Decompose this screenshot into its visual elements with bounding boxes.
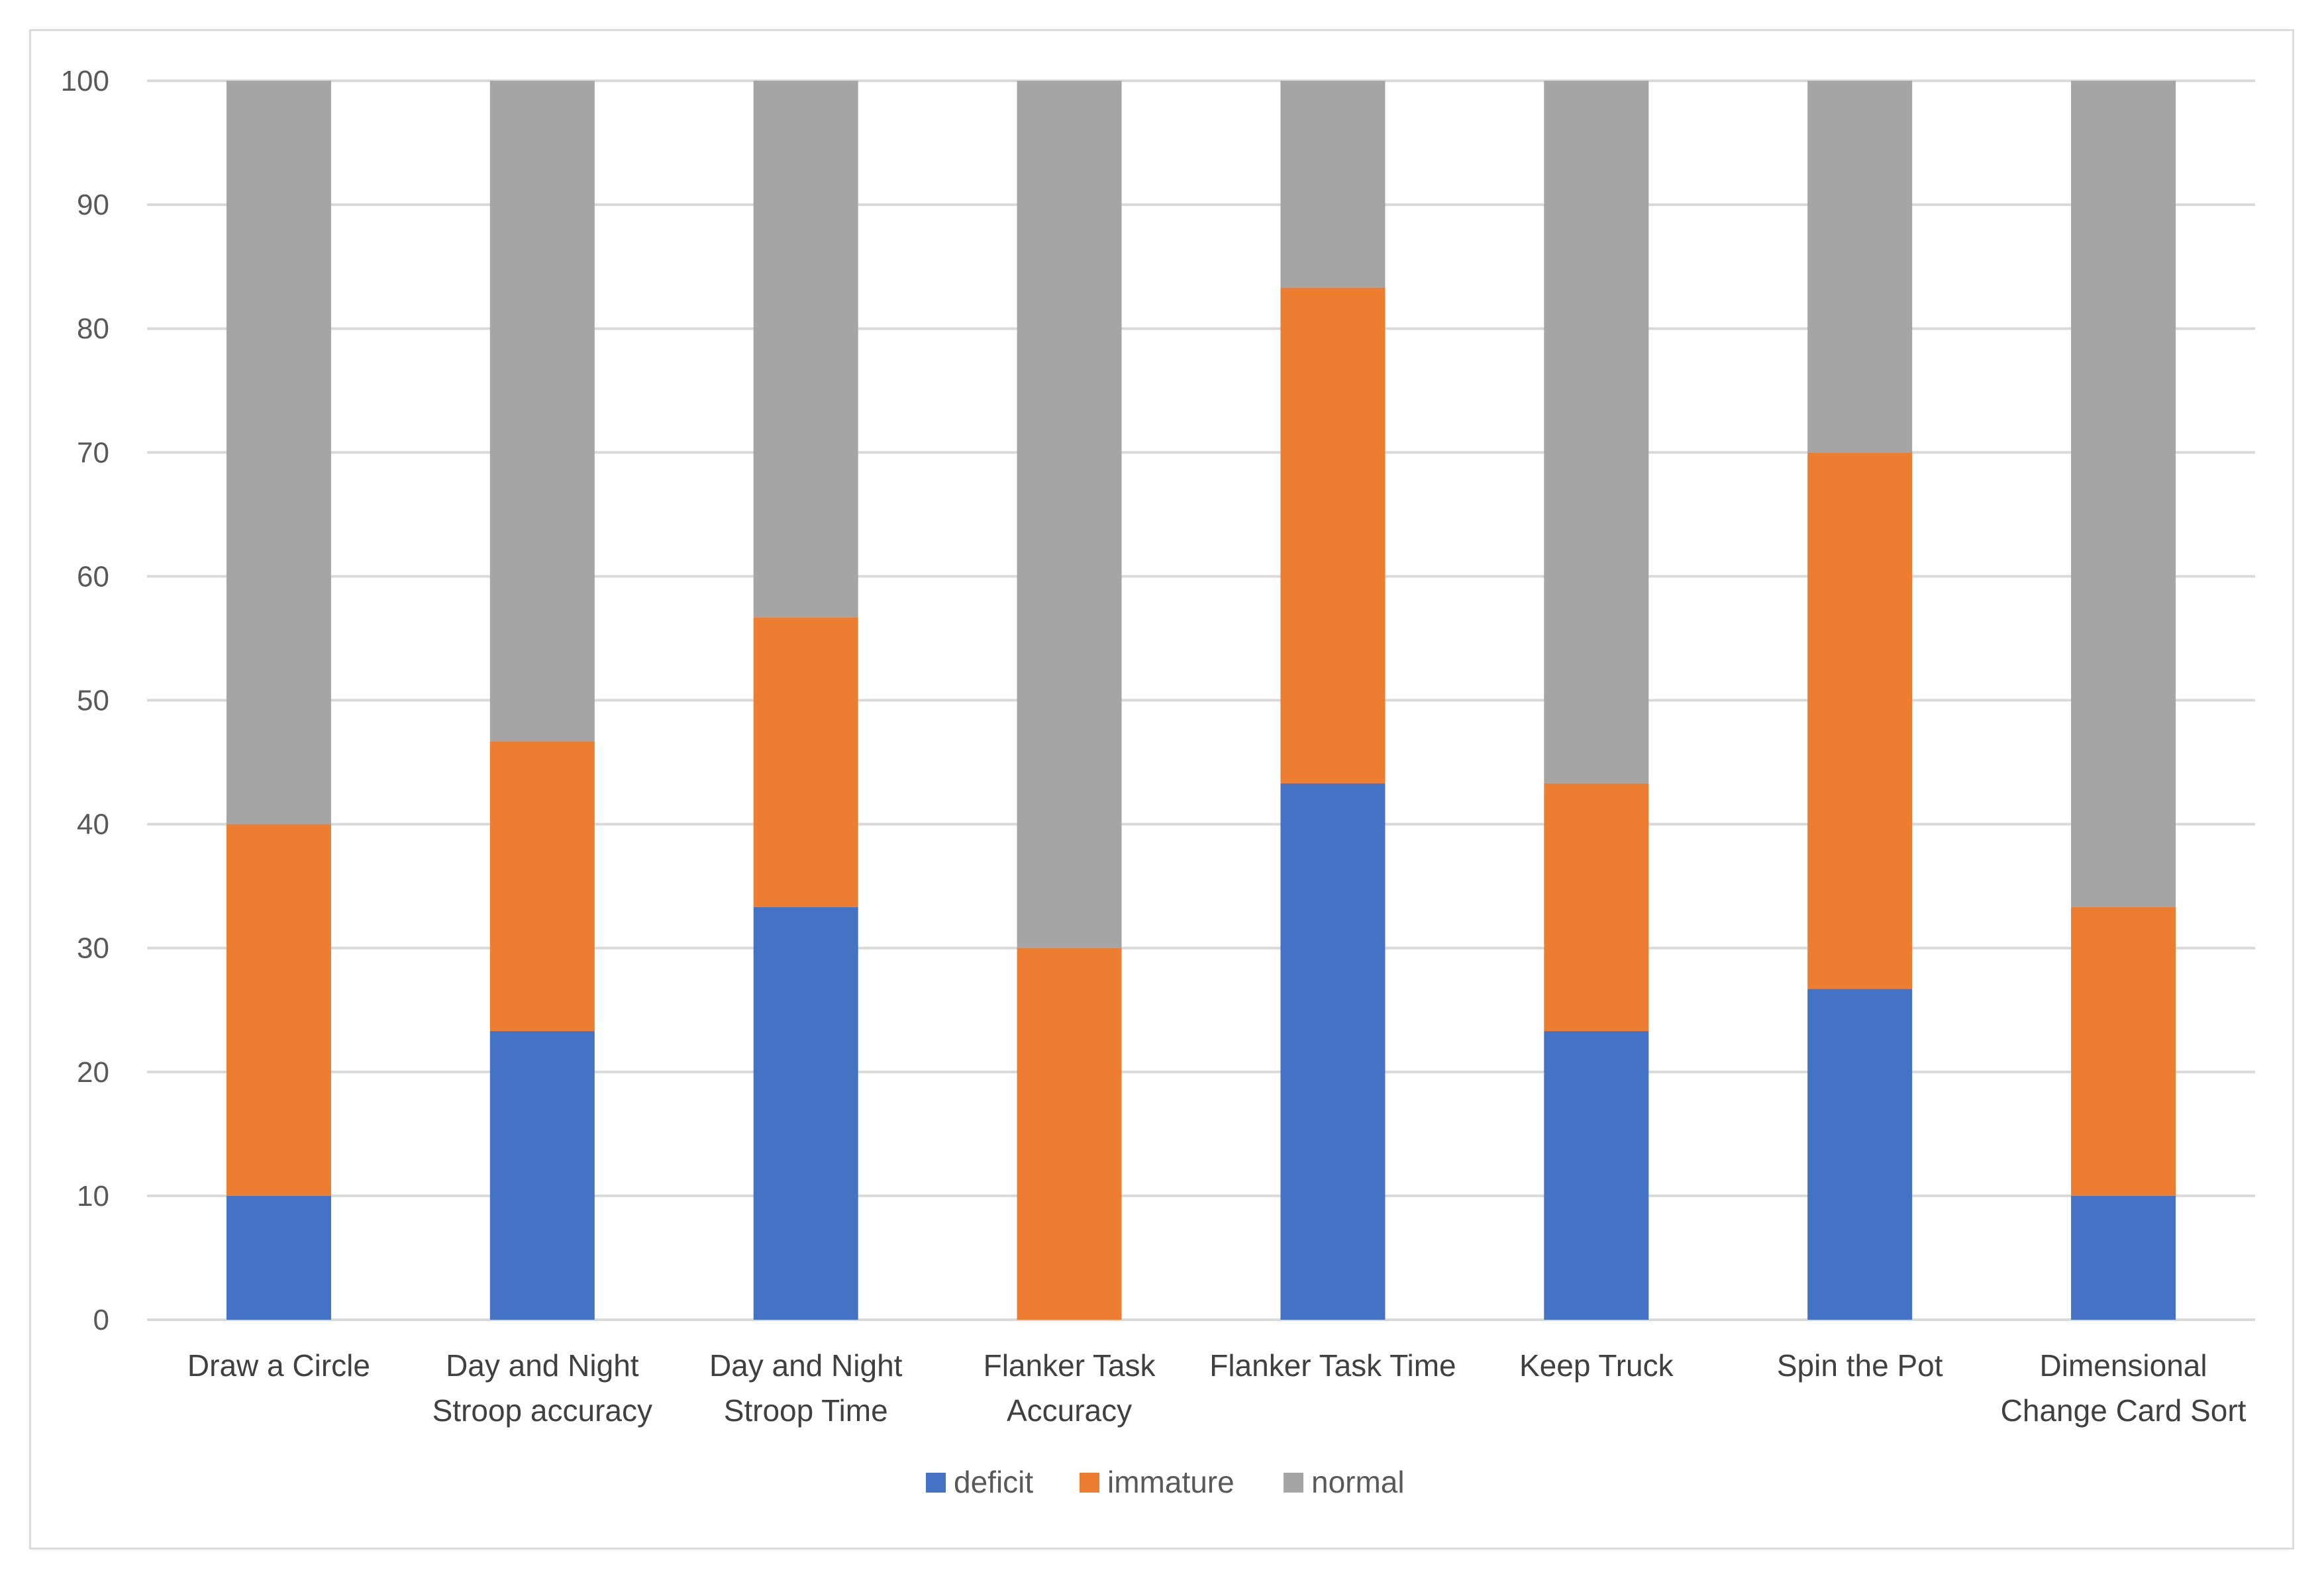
y-tick-label-40: 40 (77, 809, 109, 841)
gridlines (147, 79, 2255, 1321)
legend-swatch-normal (1284, 1473, 1303, 1493)
legend-label-deficit: deficit (954, 1465, 1033, 1499)
y-tick-label-50: 50 (77, 685, 109, 717)
y-tick-label-30: 30 (77, 932, 109, 965)
chart-frame (29, 29, 2294, 1550)
bar-normal-7 (2071, 81, 2176, 907)
bar-immature-5 (1544, 783, 1649, 1032)
bar-normal-2 (753, 81, 858, 618)
y-axis-tick-labels: 0 10 20 30 40 50 60 70 80 90 100 (61, 65, 109, 1336)
bar-immature-4 (1280, 287, 1386, 783)
x-category-label-3-0: Flanker Task (984, 1348, 1156, 1383)
bars (226, 81, 2176, 1320)
bar-normal-0 (226, 81, 331, 824)
x-category-label-2-1: Stroop Time (724, 1393, 888, 1428)
x-category-label-0-0: Draw a Circle (187, 1348, 370, 1383)
bar-normal-1 (489, 81, 595, 742)
x-axis-category-labels: Draw a Circle Day and Night Stroop accurac… (187, 1348, 2247, 1428)
bar-deficit-6 (1807, 989, 1913, 1320)
legend: deficit immature normal (926, 1465, 1405, 1499)
legend-swatch-deficit (926, 1473, 946, 1493)
bar-immature-3 (1017, 948, 1122, 1320)
x-category-label-5-0: Keep Truck (1519, 1348, 1674, 1383)
bar-normal-4 (1280, 81, 1386, 288)
x-category-label-7-0: Dimensional (2040, 1348, 2207, 1383)
bar-deficit-5 (1544, 1031, 1649, 1320)
bar-deficit-2 (753, 907, 858, 1320)
bar-deficit-1 (489, 1031, 595, 1320)
x-category-label-2-0: Day and Night (709, 1348, 903, 1383)
y-tick-label-60: 60 (77, 560, 109, 593)
y-tick-label-70: 70 (77, 436, 109, 469)
bar-immature-7 (2071, 907, 2176, 1196)
x-category-label-4-0: Flanker Task Time (1209, 1348, 1456, 1383)
x-category-label-6-0: Spin the Pot (1777, 1348, 1943, 1383)
bar-immature-6 (1807, 452, 1913, 989)
bar-immature-2 (753, 617, 858, 907)
bar-deficit-4 (1280, 783, 1386, 1320)
y-tick-label-90: 90 (77, 189, 109, 221)
x-category-label-3-1: Accuracy (1007, 1393, 1132, 1428)
bar-normal-3 (1017, 81, 1122, 948)
bar-immature-1 (489, 741, 595, 1032)
y-tick-label-80: 80 (77, 313, 109, 345)
y-tick-label-20: 20 (77, 1056, 109, 1089)
x-category-label-1-1: Stroop accuracy (432, 1393, 652, 1428)
x-category-label-1-0: Day and Night (446, 1348, 639, 1383)
y-tick-label-100: 100 (61, 65, 109, 97)
legend-label-normal: normal (1311, 1465, 1405, 1499)
y-tick-label-10: 10 (77, 1180, 109, 1212)
legend-swatch-immature (1080, 1473, 1099, 1493)
legend-label-immature: immature (1107, 1465, 1235, 1499)
y-tick-label-0: 0 (93, 1304, 109, 1336)
x-category-label-7-1: Change Card Sort (2001, 1393, 2247, 1428)
bar-deficit-0 (226, 1195, 331, 1320)
bar-immature-0 (226, 824, 331, 1196)
bar-deficit-7 (2071, 1195, 2176, 1320)
bar-normal-6 (1807, 81, 1913, 453)
bar-normal-5 (1544, 81, 1649, 783)
